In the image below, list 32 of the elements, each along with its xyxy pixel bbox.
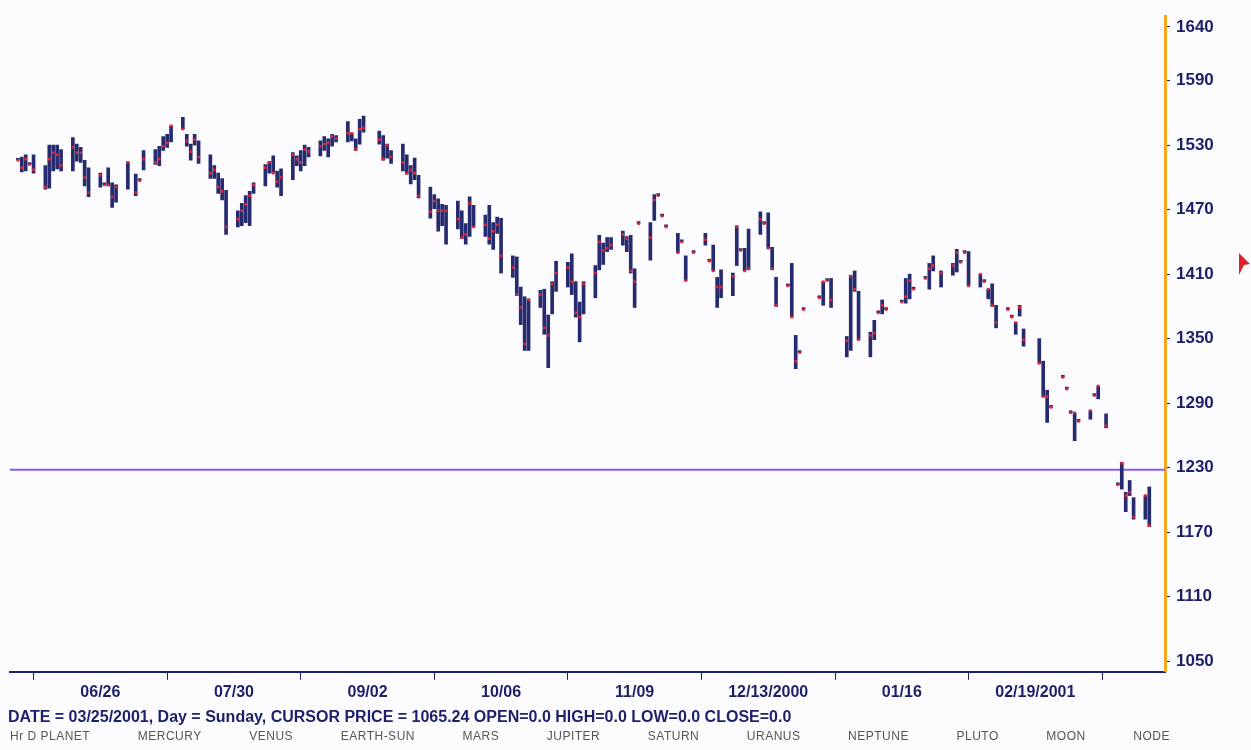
- text: VENUS: [249, 729, 294, 743]
- y-tick-label: 1110: [1176, 586, 1212, 606]
- y-tick-label: 1640: [1176, 16, 1214, 36]
- text: JUPITER: [546, 729, 601, 743]
- text: MOON: [1046, 729, 1086, 743]
- x-tick-label: 01/16: [881, 682, 922, 700]
- x-tick-label: 11/09: [615, 682, 655, 700]
- x-tick-label: 12/13/2000: [728, 682, 809, 700]
- x-tick-label: 07/30: [213, 682, 255, 700]
- y-tick-label: 1170: [1176, 521, 1213, 541]
- y-tick-label: 1290: [1176, 392, 1214, 412]
- text: SATURN: [647, 729, 700, 743]
- text: NEPTUNE: [848, 729, 909, 743]
- y-tick-label: 1350: [1176, 328, 1214, 348]
- text: Hr D PLANET: [10, 729, 91, 743]
- y-tick-label: 1590: [1176, 70, 1214, 90]
- x-tick-label: 02/19/2001: [995, 682, 1076, 700]
- x-tick-label: 10/06: [481, 682, 522, 700]
- text: PLUTO: [956, 729, 999, 743]
- y-tick-label: 1530: [1176, 134, 1214, 154]
- text: MERCURY: [137, 729, 202, 743]
- y-tick-label: 1050: [1176, 650, 1214, 670]
- x-tick-label: 09/02: [347, 682, 388, 700]
- text: EARTH-SUN: [340, 729, 415, 743]
- text: URANUS: [746, 729, 801, 743]
- y-tick-label: 1410: [1176, 263, 1214, 283]
- text: DATE = 03/25/2001, Day = Sunday, CURSOR PRICE = 1065.24 OPEN=0.0 HIGH=0.0 LOW=0.0 CLOSE=0.0: [8, 708, 792, 726]
- text: NODE: [1133, 729, 1170, 743]
- text: MARS: [462, 729, 500, 743]
- x-tick-label: 06/26: [80, 682, 121, 700]
- y-tick-label: 1230: [1176, 457, 1214, 477]
- y-tick-label: 1470: [1176, 199, 1214, 219]
